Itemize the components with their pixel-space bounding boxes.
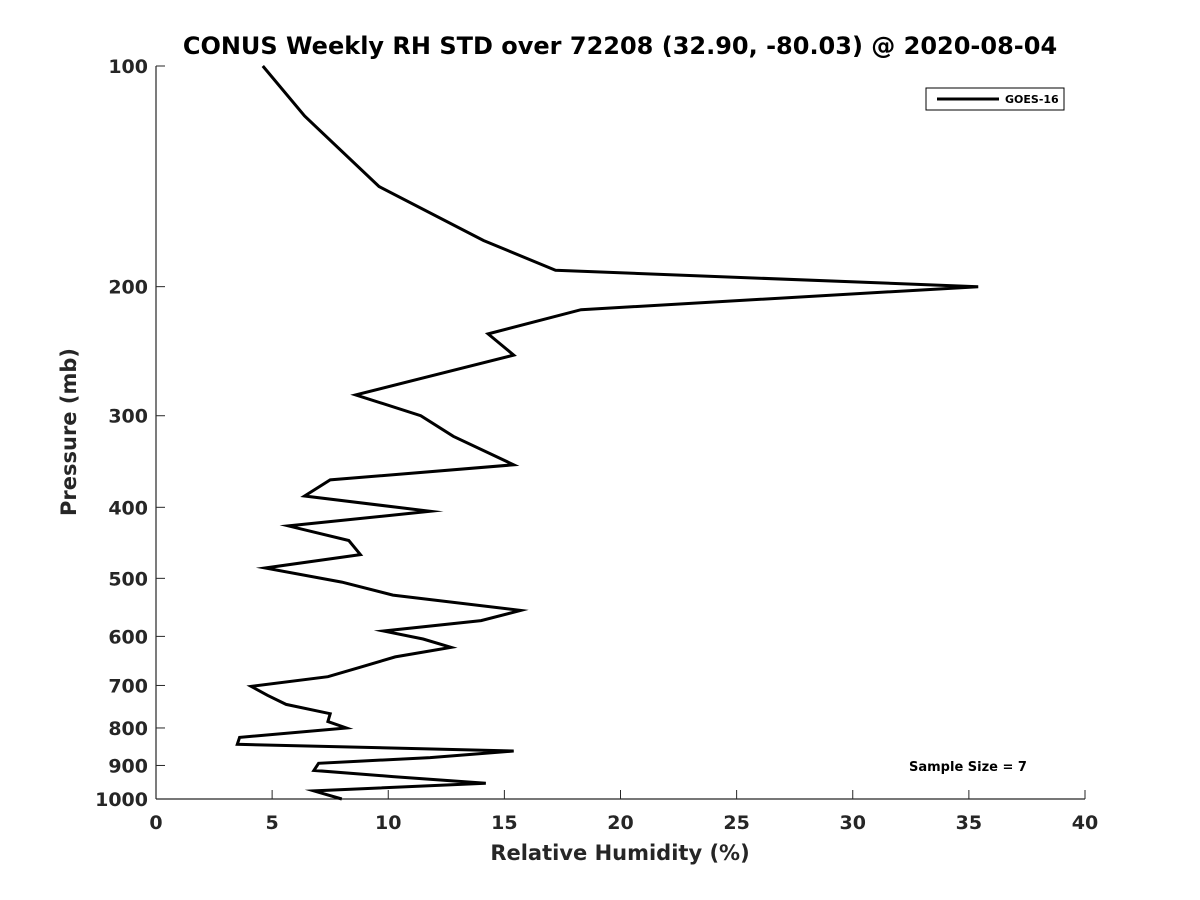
sample-size-annotation: Sample Size = 7 — [909, 760, 1027, 775]
y-tick-label: 1000 — [95, 789, 148, 811]
y-tick-label: 500 — [108, 568, 148, 590]
x-tick-label: 0 — [149, 812, 162, 834]
y-tick-label: 600 — [108, 626, 148, 648]
y-tick-label: 300 — [108, 406, 148, 428]
plot-area — [235, 65, 979, 801]
x-axis-label: Relative Humidity (%) — [490, 841, 749, 865]
axes: 0 5 10 15 20 25 30 35 40 100 200 300 400 500 600 700 800… — [95, 56, 1098, 834]
legend: GOES-16 — [925, 87, 1065, 111]
chart-title: CONUS Weekly RH STD over 72208 (32.90, -… — [183, 32, 1057, 60]
y-tick-label: 800 — [108, 718, 148, 740]
x-tick-label: 30 — [840, 812, 866, 834]
x-tick-label: 5 — [266, 812, 279, 834]
y-tick-label: 900 — [108, 755, 148, 777]
x-tick-label: 15 — [491, 812, 517, 834]
x-tick-label: 20 — [607, 812, 633, 834]
y-tick-label: 400 — [108, 497, 148, 519]
legend-entry-goes-16: GOES-16 — [1005, 93, 1059, 106]
x-tick-label: 10 — [375, 812, 401, 834]
y-tick-label: 100 — [108, 56, 148, 78]
y-tick-label: 200 — [108, 277, 148, 299]
x-tick-label: 25 — [723, 812, 749, 834]
x-tick-label: 40 — [1072, 812, 1098, 834]
x-tick-label: 35 — [956, 812, 982, 834]
y-axis-label: Pressure (mb) — [57, 348, 81, 516]
y-tick-label: 700 — [108, 675, 148, 697]
series-line-goes-16 — [235, 65, 979, 801]
